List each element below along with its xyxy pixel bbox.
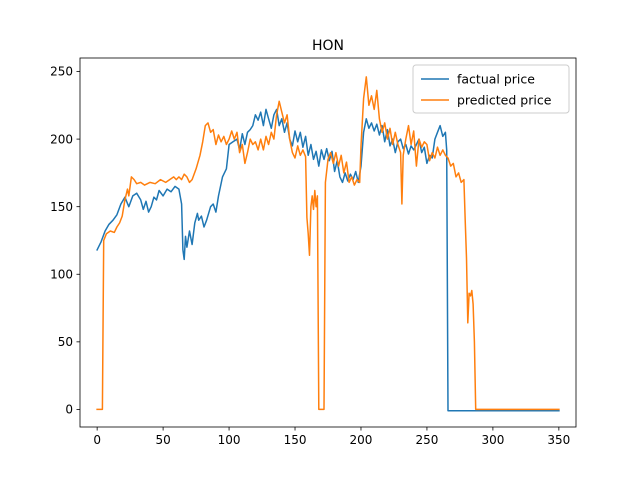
y-tick-label: 200 bbox=[50, 132, 73, 146]
x-tick-label: 50 bbox=[155, 433, 170, 447]
x-tick-label: 200 bbox=[350, 433, 373, 447]
legend-label: predicted price bbox=[457, 93, 552, 108]
legend-box bbox=[412, 64, 570, 114]
y-tick-label: 0 bbox=[65, 403, 73, 417]
x-tick-label: 150 bbox=[284, 433, 307, 447]
x-axis: 0 50 100 150 200 250 300 350 bbox=[93, 427, 570, 447]
legend: factual price predicted price bbox=[412, 64, 570, 114]
x-tick-label: 300 bbox=[481, 433, 504, 447]
y-tick-label: 100 bbox=[50, 267, 73, 281]
y-tick-label: 250 bbox=[50, 65, 73, 79]
legend-label: factual price bbox=[457, 72, 535, 87]
plot-frame bbox=[79, 57, 577, 428]
x-tick-label: 100 bbox=[218, 433, 241, 447]
x-tick-label: 0 bbox=[93, 433, 101, 447]
chart-title: HON bbox=[312, 38, 344, 54]
series-line-2 bbox=[96, 76, 560, 411]
y-tick-label: 50 bbox=[58, 335, 73, 349]
y-axis: 0 50 100 150 200 250 bbox=[50, 65, 80, 417]
x-tick-label: 250 bbox=[415, 433, 438, 447]
series-layer bbox=[96, 76, 560, 412]
y-tick-label: 150 bbox=[50, 200, 73, 214]
x-tick-label: 350 bbox=[547, 433, 570, 447]
